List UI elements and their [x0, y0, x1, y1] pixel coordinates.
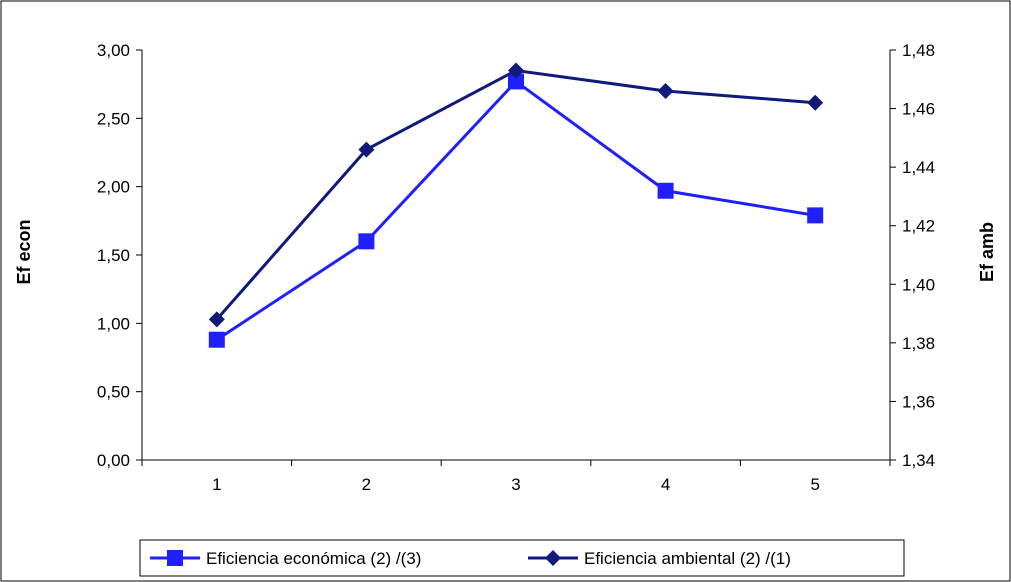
left-tick-label: 1,00	[97, 314, 130, 333]
legend-swatch-marker	[545, 550, 561, 566]
legend-label: Eficiencia ambiental (2) /(1)	[584, 549, 791, 568]
left-tick-label: 0,50	[97, 383, 130, 402]
legend-item: Eficiencia económica (2) /(3)	[150, 549, 421, 568]
x-tick-label: 3	[511, 475, 520, 494]
right-axis-ticks: 1,34 1,36 1,38 1,40 1,42 1,44 1,46 1,48	[890, 41, 935, 470]
legend-label: Eficiencia económica (2) /(3)	[206, 549, 421, 568]
left-tick-label: 1,50	[97, 246, 130, 265]
left-axis-ticks: 0,00 0,50 1,00 1,50 2,00 2,50 3,00	[97, 41, 142, 470]
legend: Eficiencia económica (2) /(3) Eficiencia …	[139, 539, 905, 577]
left-tick-label: 3,00	[97, 41, 130, 60]
x-tick-label: 2	[362, 475, 371, 494]
left-tick-label: 2,50	[97, 109, 130, 128]
right-tick-label: 1,40	[902, 275, 935, 294]
legend-box	[139, 539, 905, 577]
right-tick-label: 1,46	[902, 100, 935, 119]
x-tick-label: 4	[661, 475, 670, 494]
data-point-diamond	[807, 94, 824, 111]
legend-item: Eficiencia ambiental (2) /(1)	[528, 549, 791, 568]
data-point-square	[208, 331, 225, 348]
right-axis-title: Ef amb	[977, 222, 997, 282]
left-tick-label: 2,00	[97, 178, 130, 197]
data-point-diamond	[508, 62, 524, 79]
right-tick-label: 1,48	[902, 41, 935, 60]
data-point-diamond	[657, 83, 674, 99]
x-tick-label: 1	[212, 475, 221, 494]
right-tick-label: 1,36	[902, 392, 935, 411]
series-economica	[208, 73, 824, 348]
legend-swatch-marker	[167, 550, 183, 566]
data-point-square	[508, 73, 524, 90]
data-point-square	[657, 182, 674, 199]
data-point-diamond	[208, 311, 225, 328]
data-point-square	[358, 233, 375, 250]
right-tick-label: 1,44	[902, 158, 935, 177]
left-tick-label: 0,00	[97, 451, 130, 470]
x-tick-label: 5	[810, 475, 819, 494]
data-point-diamond	[358, 141, 375, 158]
series	[208, 62, 824, 348]
series-ambiental	[208, 62, 824, 328]
right-tick-label: 1,42	[902, 217, 935, 236]
right-tick-label: 1,38	[902, 334, 935, 353]
legend-items: Eficiencia económica (2) /(3) Eficiencia …	[150, 549, 791, 568]
data-point-square	[807, 207, 824, 224]
left-axis-title: Ef econ	[14, 219, 34, 284]
right-tick-label: 1,34	[902, 451, 935, 470]
x-axis-ticks: 1 2 3 4 5	[141, 460, 891, 494]
